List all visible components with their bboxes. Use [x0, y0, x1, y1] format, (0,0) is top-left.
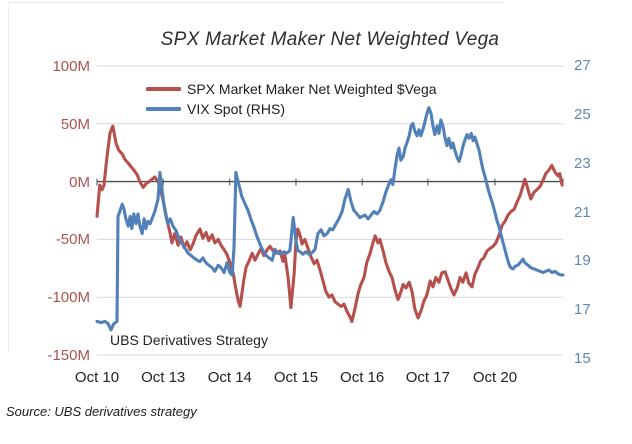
- x-axis-label: Oct 10: [74, 369, 120, 386]
- x-axis-label: Oct 13: [141, 369, 186, 386]
- y-axis-label-left: -150M: [47, 347, 90, 364]
- legend-label-vega: SPX Market Maker Net Weighted $Vega: [187, 81, 437, 97]
- chart-title: SPX Market Maker Net Weighted Vega: [160, 29, 500, 50]
- chart-note: UBS Derivatives Strategy: [110, 332, 268, 348]
- decorative-border-top: [8, 2, 503, 3]
- y-axis-label-right: 15: [574, 350, 591, 367]
- y-axis-label-left: 0M: [69, 173, 90, 191]
- x-axis-label: Oct 16: [340, 369, 385, 386]
- source-note: Source: UBS derivatives strategy: [6, 404, 197, 419]
- chart-legend: SPX Market Maker Net Weighted $Vega VIX …: [146, 79, 437, 119]
- legend-item-vega: SPX Market Maker Net Weighted $Vega: [146, 79, 437, 99]
- x-axis-label: Oct 20: [472, 369, 518, 386]
- x-axis-label: Oct 17: [405, 369, 450, 386]
- y-axis-label-left: 100M: [52, 58, 90, 75]
- y-axis-label-right: 23: [574, 154, 591, 172]
- y-axis-label-left: -100M: [47, 289, 90, 307]
- y-axis-label-left: -50M: [55, 231, 90, 249]
- y-axis-label-right: 27: [574, 57, 591, 74]
- y-axis-label-right: 19: [574, 252, 591, 270]
- legend-item-vix: VIX Spot (RHS): [146, 99, 437, 119]
- series-line-vix: [95, 106, 565, 332]
- y-axis-label-left: 50M: [60, 115, 90, 133]
- y-axis-label-right: 25: [574, 105, 591, 123]
- y-axis-label-right: 21: [574, 203, 591, 221]
- decorative-border-left: [8, 2, 9, 352]
- legend-line-swatch-red: [146, 87, 181, 91]
- y-axis-label-right: 17: [574, 301, 591, 319]
- legend-line-swatch-blue: [146, 107, 181, 111]
- x-axis-label: Oct 15: [273, 369, 319, 386]
- series-line-spx-vega: [95, 124, 564, 324]
- x-axis-label: Oct 14: [207, 369, 252, 386]
- legend-label-vix: VIX Spot (RHS): [187, 101, 286, 117]
